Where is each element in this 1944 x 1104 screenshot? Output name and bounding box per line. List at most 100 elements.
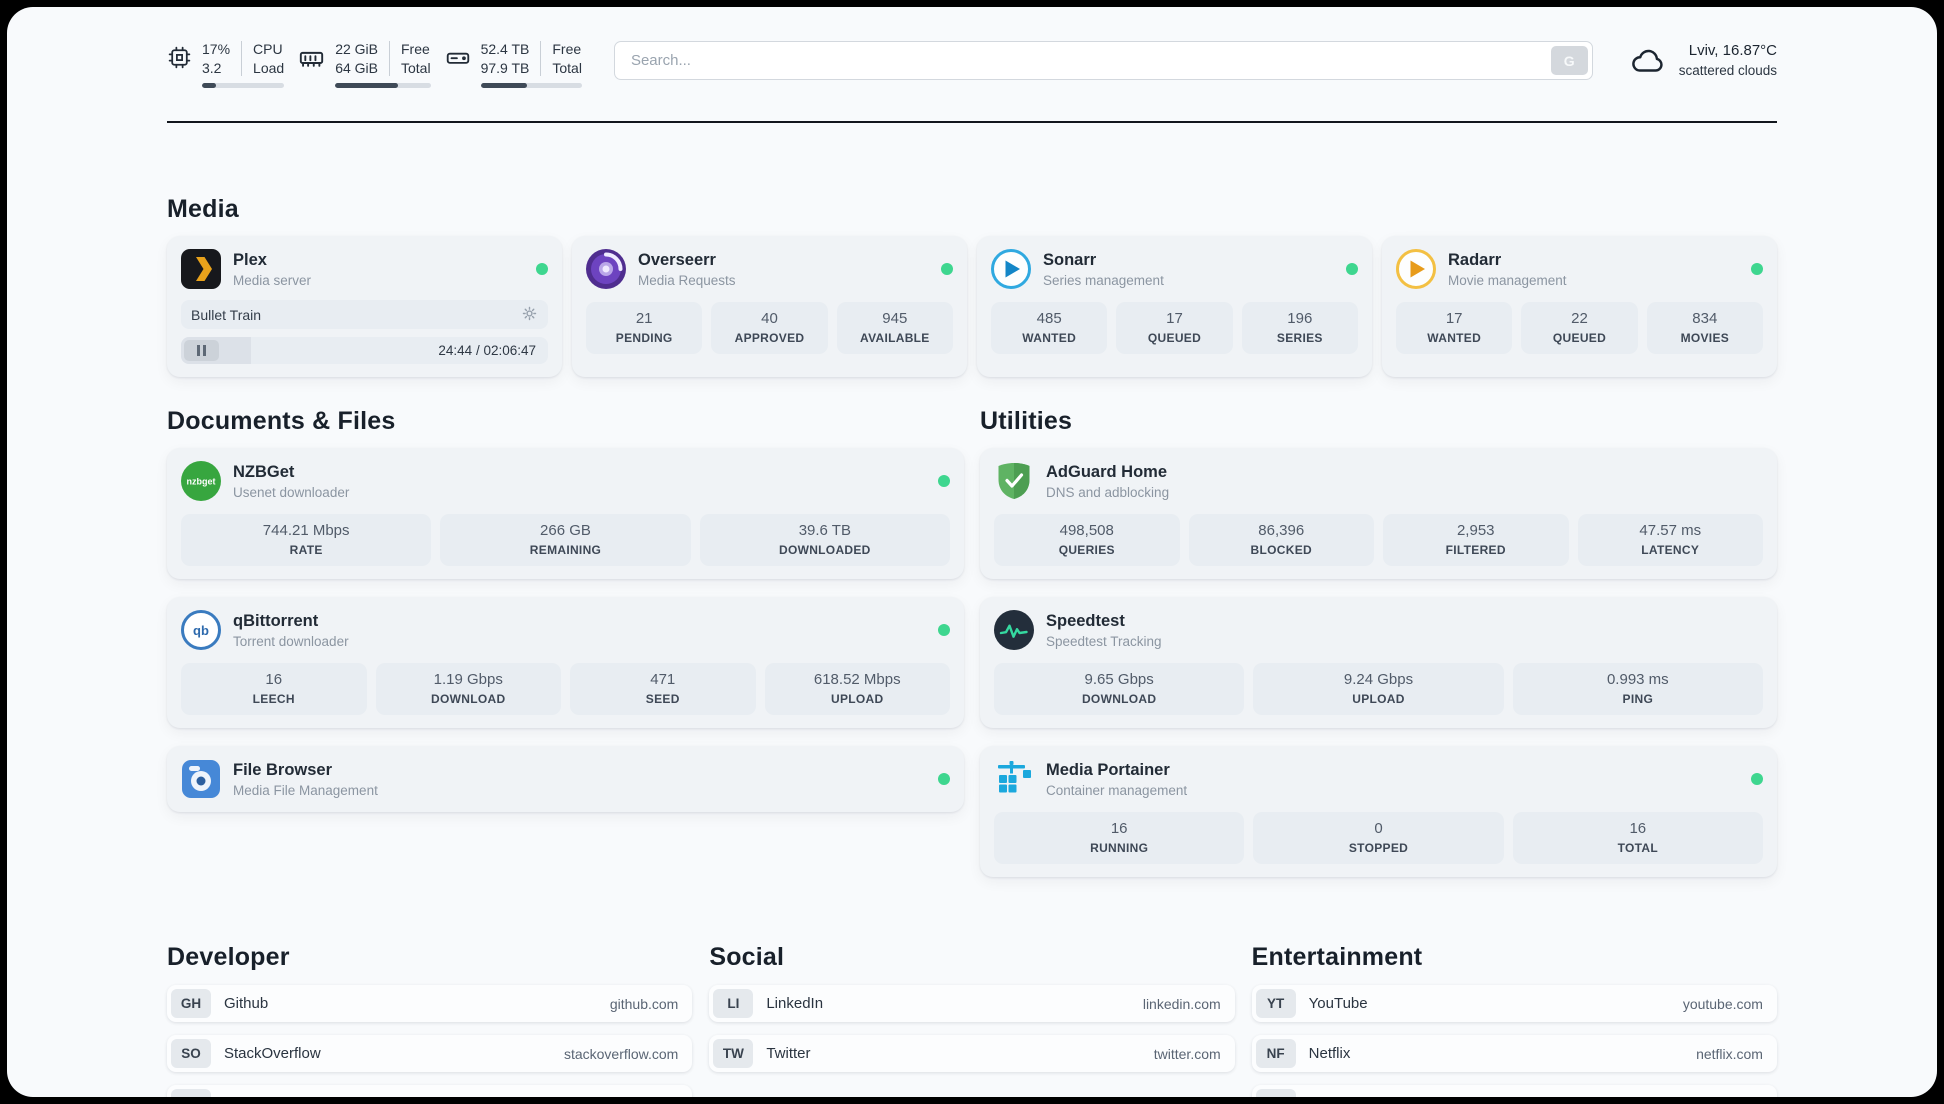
app-name: Overseerr (638, 250, 716, 269)
link-twitter[interactable]: TW Twitter twitter.com (709, 1035, 1235, 1073)
weather-condition: scattered clouds (1678, 63, 1777, 78)
app-name: Media Portainer (1046, 760, 1170, 779)
link-url: stackoverflow.com (563, 1045, 679, 1062)
gear-icon[interactable] (521, 305, 538, 325)
cpu-progress-fill (202, 83, 216, 89)
speedtest-stat-ping: 0.993 ms PING (1512, 663, 1763, 716)
app-card-filebrowser[interactable]: File Browser Media File Management (167, 746, 964, 813)
link-dev[interactable]: DT DEV dev.to (167, 1085, 693, 1097)
cpu-label: CPU (253, 41, 283, 57)
nzbget-stat-rate: 744.21 Mbps RATE (181, 514, 432, 567)
pause-button[interactable] (184, 340, 219, 362)
app-card-overseerr[interactable]: Overseerr Media Requests 21 PENDING 40 APP… (572, 236, 967, 378)
link-youtube[interactable]: YT YouTube youtube.com (1251, 985, 1777, 1023)
qbittorrent-stat-seed: 471 SEED (570, 663, 756, 716)
search-engine-button[interactable]: G (1550, 46, 1588, 75)
link-name: Github (224, 995, 269, 1013)
disk-total-label: Total (552, 60, 582, 77)
playback-bar[interactable]: 24:44 / 02:06:47 (181, 337, 548, 365)
adguard-icon (994, 461, 1034, 501)
radarr-stat-movies: 834 MOVIES (1646, 302, 1763, 355)
svg-text:nzbget: nzbget (187, 477, 216, 487)
app-subtitle: Torrent downloader (233, 633, 349, 649)
disk-free-value: 52.4 TB (480, 41, 530, 57)
app-name: Radarr (1448, 250, 1502, 269)
link-linkedin[interactable]: LI LinkedIn linkedin.com (709, 985, 1235, 1023)
link-stackoverflow[interactable]: SO StackOverflow stackoverflow.com (167, 1035, 693, 1073)
status-dot (938, 773, 950, 786)
sonarr-stat-queued: 17 QUEUED (1116, 302, 1233, 355)
svg-text:qb: qb (193, 623, 209, 638)
app-subtitle: Usenet downloader (233, 484, 350, 500)
app-name: Speedtest (1046, 611, 1125, 630)
link-name: LinkedIn (766, 995, 824, 1013)
link-name: YouTube (1308, 995, 1368, 1013)
app-subtitle: Speedtest Tracking (1046, 633, 1162, 649)
playback-time: 24:44 / 02:06:47 (438, 343, 536, 359)
link-url: reddit.com (1698, 1096, 1763, 1097)
app-card-adguard[interactable]: AdGuard Home DNS and adblocking 498,508 Q… (980, 448, 1777, 580)
section-title-entertainment: Entertainment (1251, 943, 1423, 972)
section-entertainment: Entertainment YT YouTube youtube.com NF … (1251, 943, 1777, 1097)
portainer-stat-total: 16 TOTAL (1512, 812, 1763, 865)
dev-badge: DT (171, 1089, 211, 1097)
app-name: NZBGet (233, 462, 295, 481)
section-documents: Documents & Files nzbget NZBGet Usenet d… (167, 407, 964, 813)
app-card-plex[interactable]: Plex Media server Bullet Train 24:44 / 0… (167, 236, 562, 378)
search-bar: G (613, 41, 1593, 80)
app-card-portainer[interactable]: Media Portainer Container management 16 R… (980, 746, 1777, 878)
link-reddit[interactable]: RE Reddit reddit.com (1251, 1085, 1777, 1097)
search-input[interactable] (613, 41, 1593, 80)
section-media: Media Plex Media server Bullet Train (167, 195, 1777, 378)
weather-widget: Lviv, 16.87°C scattered clouds (1629, 42, 1777, 84)
portainer-stat-stopped: 0 STOPPED (1253, 812, 1504, 865)
adguard-stat-blocked: 86,396 BLOCKED (1188, 514, 1374, 567)
qbittorrent-stat-download: 1.19 Gbps DOWNLOAD (375, 663, 561, 716)
disk-free-label: Free (552, 41, 582, 57)
link-name: Twitter (766, 1045, 811, 1063)
link-netflix[interactable]: NF Netflix netflix.com (1251, 1035, 1777, 1073)
stackoverflow-badge: SO (171, 1039, 211, 1069)
cpu-icon (167, 45, 192, 88)
section-title-developer: Developer (167, 943, 290, 972)
qbittorrent-stat-leech: 16 LEECH (181, 663, 367, 716)
status-dot (1751, 773, 1763, 786)
cpu-widget: 17% 3.2 CPU Load (167, 41, 285, 89)
ram-progress-fill (335, 83, 399, 89)
ram-widget: 22 GiB 64 GiB Free Total (298, 41, 431, 89)
link-url: dev.to (641, 1096, 678, 1097)
status-dot (941, 263, 953, 276)
sonarr-stat-wanted: 485 WANTED (991, 302, 1108, 355)
dashboard-page: 17% 3.2 CPU Load 22 GiB (7, 7, 1937, 1097)
link-url: netflix.com (1696, 1045, 1763, 1062)
overseerr-stat-available: 945 AVAILABLE (836, 302, 953, 355)
section-title-media: Media (167, 195, 239, 224)
now-playing-item[interactable]: Bullet Train (181, 300, 548, 330)
nzbget-stat-remaining: 266 GB REMAINING (440, 514, 691, 567)
app-card-radarr[interactable]: Radarr Movie management 17 WANTED 22 QUEUE… (1382, 236, 1777, 378)
app-card-speedtest[interactable]: Speedtest Speedtest Tracking 9.65 Gbps DO… (980, 597, 1777, 729)
section-title-documents: Documents & Files (167, 407, 396, 436)
filebrowser-icon (181, 759, 221, 799)
app-card-qbittorrent[interactable]: qb qBittorrent Torrent downloader 16 LEEC… (167, 597, 964, 729)
speedtest-icon (994, 610, 1034, 651)
app-subtitle: Container management (1046, 782, 1188, 798)
sonarr-stat-series: 196 SERIES (1241, 302, 1358, 355)
radarr-icon (1396, 249, 1436, 290)
twitter-badge: TW (713, 1039, 754, 1069)
app-card-nzbget[interactable]: nzbget NZBGet Usenet downloader 744.21 M… (167, 448, 964, 580)
ram-icon (298, 45, 325, 88)
link-github[interactable]: GH Github github.com (167, 985, 693, 1023)
portainer-icon (994, 759, 1034, 799)
app-name: Plex (233, 250, 267, 269)
app-name: AdGuard Home (1046, 462, 1168, 481)
overseerr-icon (586, 249, 626, 290)
nzbget-stat-downloaded: 39.6 TB DOWNLOADED (699, 514, 950, 567)
app-card-sonarr[interactable]: Sonarr Series management 485 WANTED 17 QUE… (977, 236, 1372, 378)
adguard-stat-filtered: 2,953 FILTERED (1383, 514, 1569, 567)
cpu-load-value: 3.2 (202, 60, 222, 77)
linkedin-badge: LI (713, 989, 754, 1019)
ram-progress-bar (335, 83, 431, 89)
section-developer: Developer GH Github github.com SO StackO… (167, 943, 693, 1097)
app-name: File Browser (233, 760, 333, 779)
